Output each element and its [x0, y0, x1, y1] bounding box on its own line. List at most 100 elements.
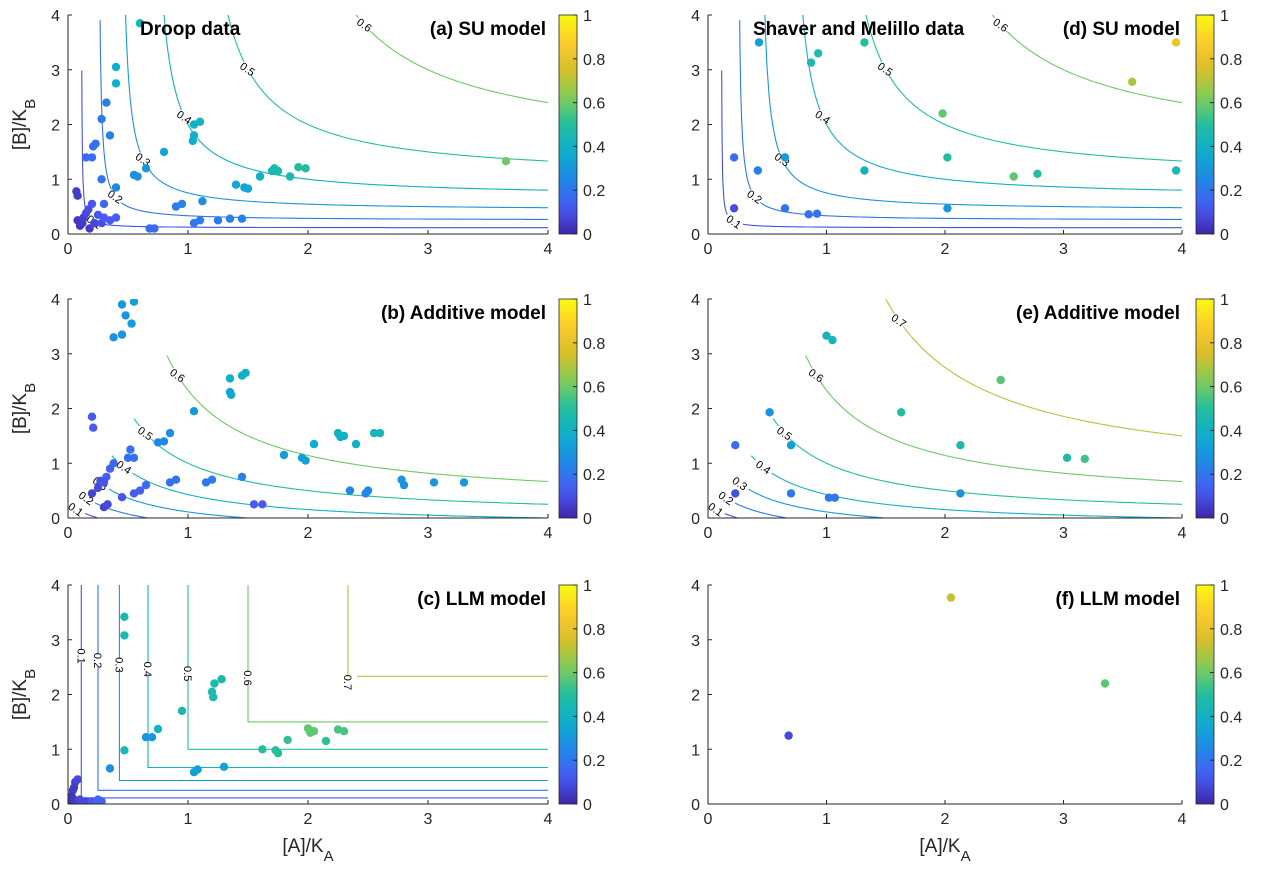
data-point	[91, 139, 100, 148]
contour-line-0.5	[227, 15, 548, 162]
data-point	[213, 216, 223, 225]
data-point	[804, 210, 813, 219]
x-tick-label: 1	[184, 811, 193, 828]
data-point	[1062, 453, 1072, 462]
contour-line-0.6	[247, 585, 548, 723]
colorbar-tick-label: 0.6	[1220, 380, 1242, 397]
data-point	[729, 204, 739, 213]
colorbar	[1195, 14, 1215, 235]
contour-label-bg	[136, 426, 155, 440]
x-tick-label: 0	[64, 811, 73, 828]
y-tick-label: 3	[51, 633, 60, 650]
contour-label-bg	[68, 502, 85, 516]
data-point	[1009, 172, 1018, 181]
x-tick-label: 2	[941, 241, 950, 258]
data-point	[219, 762, 229, 771]
data-point	[822, 331, 831, 340]
data-point	[109, 459, 118, 468]
colorbar-tick-label: 0	[1220, 511, 1229, 528]
y-tick-label: 0	[51, 797, 60, 814]
data-point	[243, 184, 253, 193]
contour-line-0.3	[118, 585, 548, 782]
data-point	[501, 157, 511, 166]
data-point	[943, 204, 952, 213]
x-tick-label: 0	[64, 525, 73, 542]
y-tick-label: 2	[691, 688, 700, 705]
y-tick-label: 2	[51, 118, 60, 135]
colorbar-tick-label: 0.6	[583, 666, 605, 683]
data-point	[301, 164, 310, 173]
x-tick-label: 2	[304, 811, 313, 828]
colorbar-tick-label: 1	[583, 292, 592, 309]
data-point	[117, 493, 127, 502]
data-point	[345, 486, 355, 495]
data-point	[90, 218, 99, 228]
x-tick-label: 2	[304, 241, 313, 258]
data-point	[159, 147, 169, 157]
data-point	[273, 166, 283, 176]
contour-label: 0.6	[241, 670, 253, 685]
points-group	[72, 19, 511, 233]
contour-line-0.6	[805, 355, 1182, 483]
data-point	[753, 166, 762, 175]
data-point	[93, 483, 103, 493]
data-point	[177, 199, 187, 209]
data-point	[860, 166, 869, 175]
data-point	[99, 199, 109, 209]
contour-line-0.3	[764, 15, 1182, 209]
data-point	[729, 153, 739, 162]
y-tick-label: 3	[51, 63, 60, 80]
data-point	[177, 706, 187, 716]
data-point	[127, 319, 136, 328]
data-point	[938, 109, 947, 118]
contour-line-0.4	[802, 15, 1182, 191]
colorbar	[558, 584, 578, 805]
contour-line-0.7	[885, 299, 1182, 437]
contour-group: 0.10.20.30.40.50.60.7	[708, 299, 1182, 518]
data-point	[321, 736, 331, 746]
colorbar-tick-label: 0.8	[1220, 336, 1242, 353]
data-point	[85, 224, 94, 233]
data-point	[111, 62, 121, 72]
x-tick-label: 0	[64, 241, 73, 258]
dataset-title: Droop data	[140, 19, 241, 40]
data-point	[120, 746, 129, 755]
colorbar-tick-label: 0.4	[1220, 423, 1242, 440]
data-point	[375, 428, 385, 438]
data-point	[860, 38, 869, 47]
x-tick-label: 3	[1059, 241, 1068, 258]
contour-label-bg	[813, 110, 832, 124]
colorbar-tick-label: 0.2	[583, 753, 605, 770]
data-point	[1171, 38, 1181, 47]
data-point	[73, 775, 82, 784]
x-tick-label: 1	[822, 811, 831, 828]
y-tick-label: 4	[691, 8, 700, 25]
data-point	[780, 204, 790, 213]
points-group	[784, 593, 1110, 740]
contour-label-bg	[238, 62, 257, 76]
contour-label: 0.1	[74, 649, 86, 664]
y-tick-label: 1	[51, 172, 60, 189]
panel-title: (b) Additive model	[381, 303, 546, 324]
y-tick-label: 3	[51, 347, 60, 364]
y-tick-label: 4	[691, 292, 700, 309]
y-axis-label: [B]/KB	[10, 383, 39, 434]
data-point	[159, 437, 169, 446]
contour-label-bg	[110, 657, 129, 671]
data-point	[285, 172, 295, 181]
data-point	[73, 191, 82, 200]
colorbar-tick-label: 1	[583, 8, 592, 25]
data-point	[227, 390, 236, 399]
data-point	[121, 311, 130, 320]
y-tick-label: 2	[51, 688, 60, 705]
y-tick-label: 1	[51, 742, 60, 759]
y-tick-label: 2	[691, 402, 700, 419]
plot-area	[68, 585, 548, 804]
data-point	[111, 79, 121, 88]
data-point	[111, 183, 121, 192]
contour-label-bg	[708, 502, 725, 516]
colorbar-tick-label: 0.2	[583, 467, 605, 484]
x-tick-label: 4	[544, 241, 553, 258]
data-point	[147, 733, 157, 742]
contour-line-0.1	[721, 70, 1182, 229]
